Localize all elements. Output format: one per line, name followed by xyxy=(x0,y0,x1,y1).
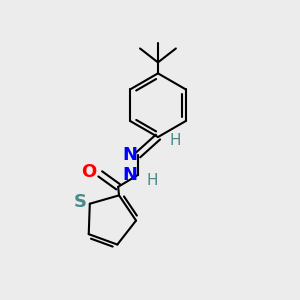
Text: H: H xyxy=(170,133,182,148)
Text: N: N xyxy=(122,146,137,164)
Text: S: S xyxy=(74,193,87,211)
Text: O: O xyxy=(81,163,96,181)
Text: H: H xyxy=(146,173,158,188)
Text: N: N xyxy=(122,166,137,184)
